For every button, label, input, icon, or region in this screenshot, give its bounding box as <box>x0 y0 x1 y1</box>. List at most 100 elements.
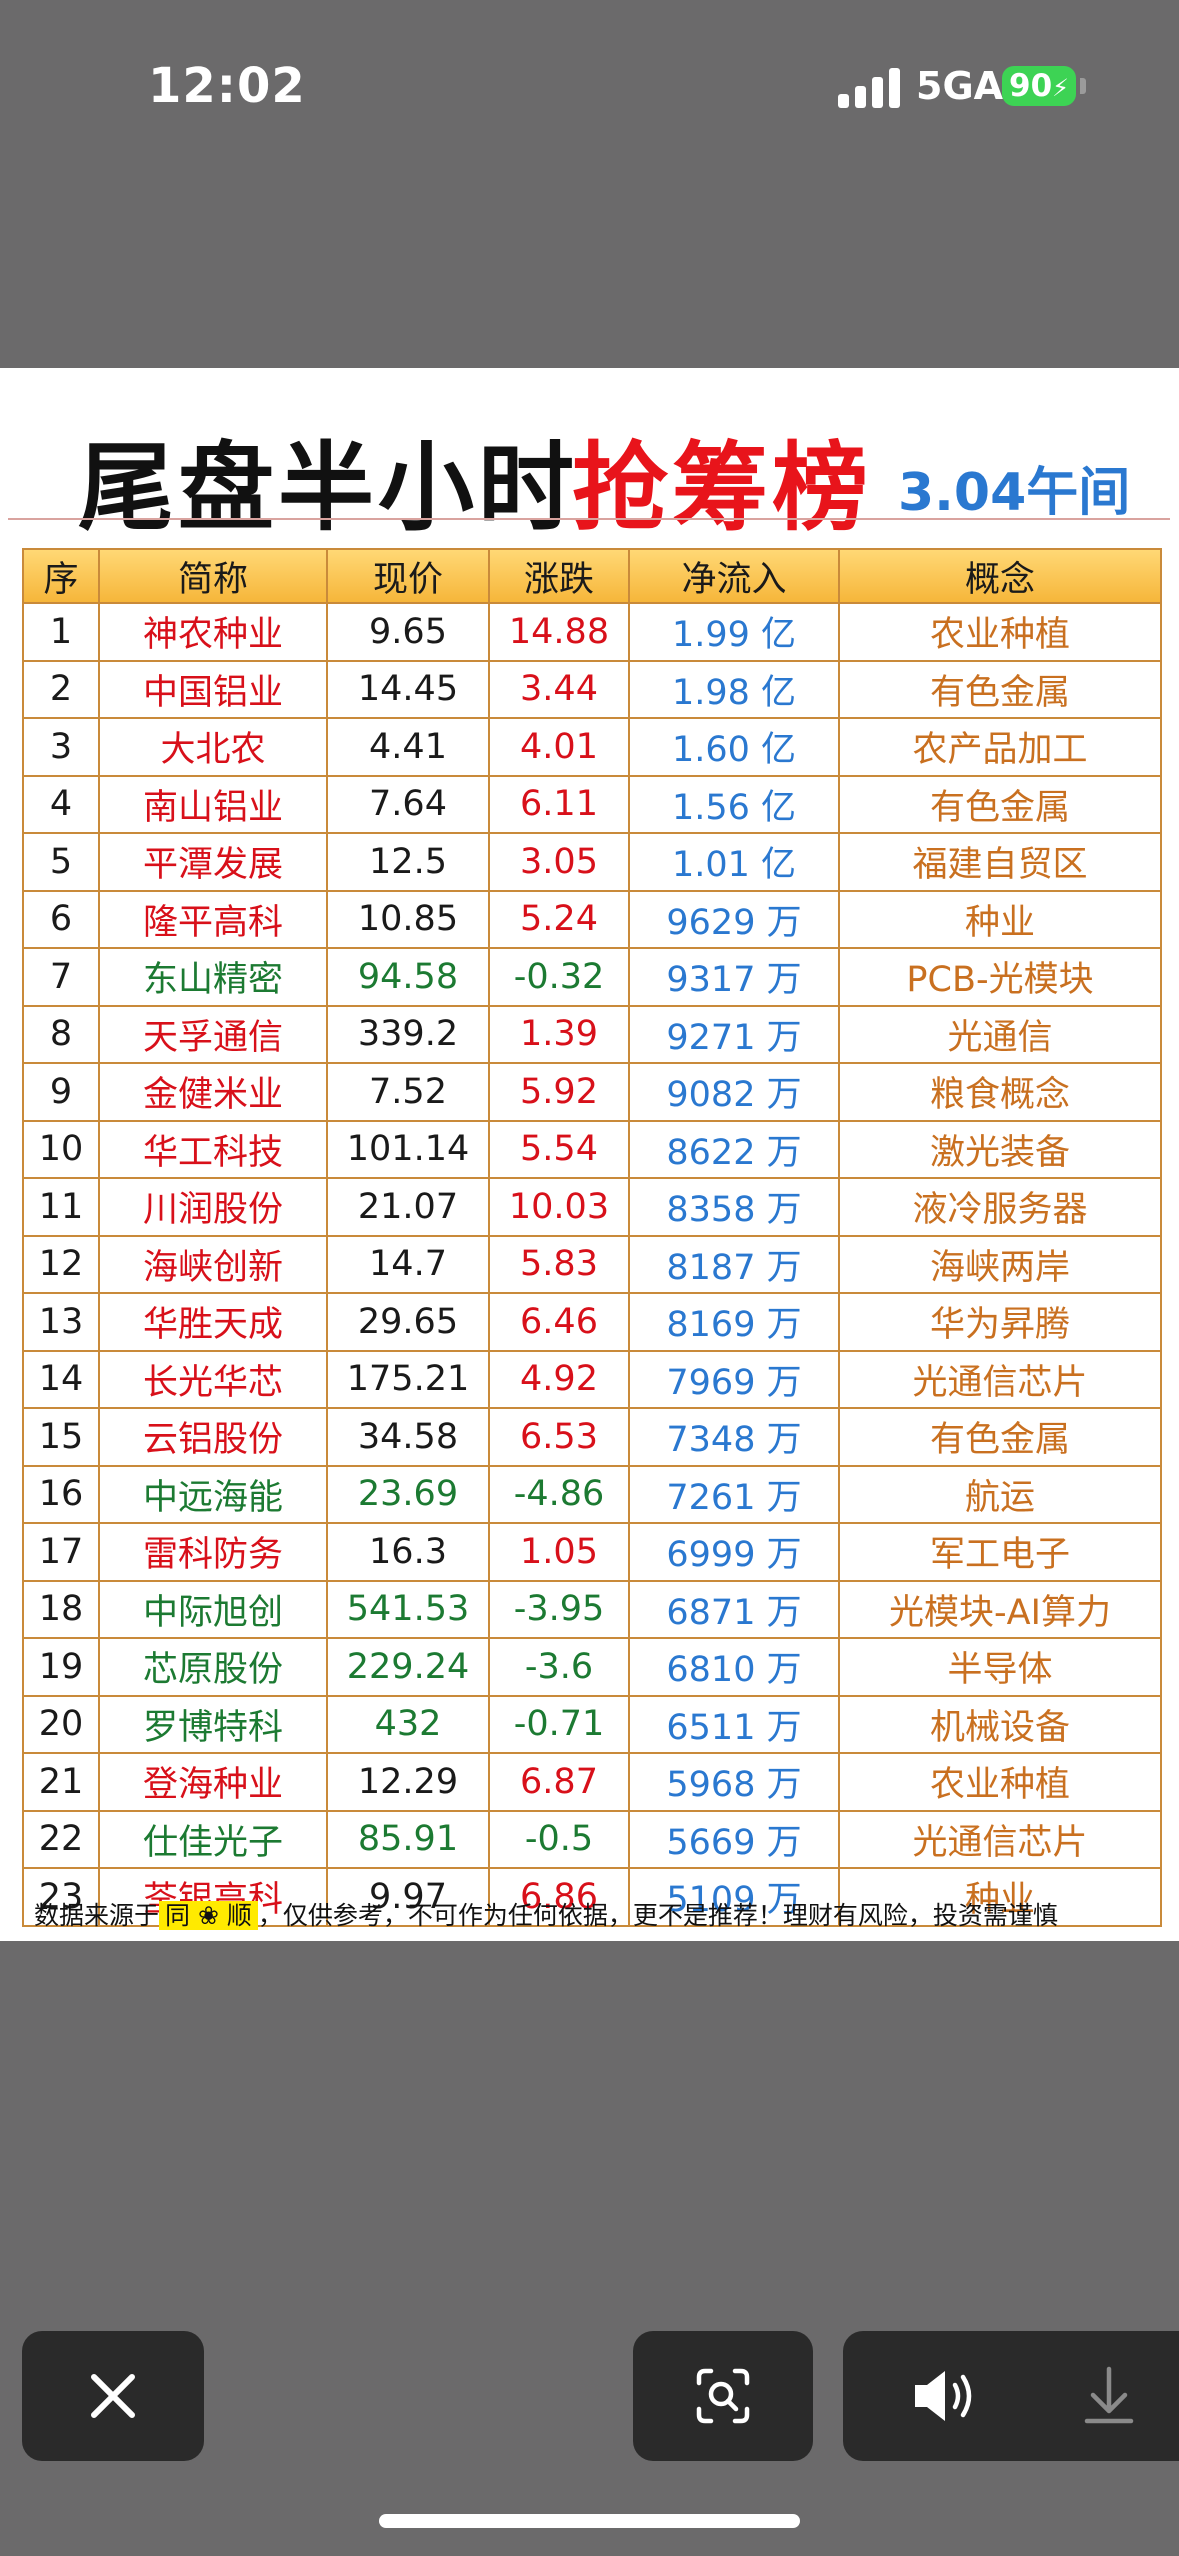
net-inflow: 8622 万 <box>628 1119 840 1179</box>
battery-icon: 90⚡ <box>1002 66 1076 106</box>
row-index: 6 <box>22 889 100 949</box>
row-index: 18 <box>22 1579 100 1639</box>
stock-name: 雷科防务 <box>98 1522 328 1582</box>
stock-change: 1.39 <box>488 1004 630 1064</box>
stock-concept: 液冷服务器 <box>838 1177 1162 1237</box>
stock-name: 中际旭创 <box>98 1579 328 1639</box>
stock-price: 12.5 <box>326 832 490 892</box>
net-inflow: 6999 万 <box>628 1522 840 1582</box>
stock-price: 9.97 <box>326 1867 490 1927</box>
stock-price: 7.64 <box>326 774 490 834</box>
net-inflow: 9629 万 <box>628 889 840 949</box>
row-index: 22 <box>22 1809 100 1869</box>
stock-price: 16.3 <box>326 1522 490 1582</box>
stock-change: 3.05 <box>488 832 630 892</box>
signal-icon <box>838 68 902 108</box>
title-date: 3.04午间 <box>898 463 1131 523</box>
row-index: 7 <box>22 947 100 1007</box>
row-index: 8 <box>22 1004 100 1064</box>
stock-name: 东山精密 <box>98 947 328 1007</box>
table-row: 15 云铝股份 34.58 6.53 7348 万有色金属 <box>22 1407 1162 1467</box>
stock-price: 10.85 <box>326 889 490 949</box>
row-index: 17 <box>22 1522 100 1582</box>
stock-concept: 光模块-AI算力 <box>838 1579 1162 1639</box>
table-row: 1 神农种业 9.65 14.88 1.99 亿农业种植 <box>22 602 1162 662</box>
row-index: 9 <box>22 1062 100 1122</box>
row-index: 14 <box>22 1349 100 1409</box>
stock-name: 南山铝业 <box>98 774 328 834</box>
stock-price: 14.7 <box>326 1234 490 1294</box>
visual-lookup-button[interactable] <box>633 2331 813 2461</box>
stock-change: -3.95 <box>488 1579 630 1639</box>
row-index: 15 <box>22 1407 100 1467</box>
shared-image[interactable]: 尾盘半小时 抢筹榜 3.04午间 序 简称 现价 涨跌 净流入 概念 1 神农种业… <box>0 368 1179 1941</box>
stock-price: 85.91 <box>326 1809 490 1869</box>
status-time: 12:02 <box>148 58 306 114</box>
stock-concept: 福建自贸区 <box>838 832 1162 892</box>
row-index: 11 <box>22 1177 100 1237</box>
network-type: 5GA <box>916 64 1004 108</box>
net-inflow: 6511 万 <box>628 1694 840 1754</box>
stock-price: 34.58 <box>326 1407 490 1467</box>
table-row: 7 东山精密 94.58 -0.32 9317 万 PCB-光模块 <box>22 947 1162 1007</box>
speaker-icon[interactable] <box>893 2331 1003 2461</box>
footnote-prefix: 数据来源于 <box>34 1901 160 1930</box>
stock-name: 平潭发展 <box>98 832 328 892</box>
stock-change: 14.88 <box>488 602 630 662</box>
stock-price: 21.07 <box>326 1177 490 1237</box>
stock-concept: PCB-光模块 <box>838 947 1162 1007</box>
stock-concept: 光通信 <box>838 1004 1162 1064</box>
stock-concept: 激光装备 <box>838 1119 1162 1179</box>
stock-name: 罗博特科 <box>98 1694 328 1754</box>
table-row: 18 中际旭创 541.53 -3.95 6871 万光模块-AI算力 <box>22 1579 1162 1639</box>
net-inflow: 1.99 亿 <box>628 602 840 662</box>
row-index: 3 <box>22 717 100 777</box>
stock-change: 5.83 <box>488 1234 630 1294</box>
table-row: 12 海峡创新 14.7 5.83 8187 万海峡两岸 <box>22 1234 1162 1294</box>
stock-change: -0.5 <box>488 1809 630 1869</box>
table-row: 5 平潭发展 12.5 3.05 1.01 亿福建自贸区 <box>22 832 1162 892</box>
table-row: 6 隆平高科 10.85 5.24 9629 万种业 <box>22 889 1162 949</box>
stock-name: 中远海能 <box>98 1464 328 1524</box>
net-inflow: 7348 万 <box>628 1407 840 1467</box>
close-button[interactable] <box>22 2331 204 2461</box>
stock-name: 仕佳光子 <box>98 1809 328 1869</box>
stock-concept: 军工电子 <box>838 1522 1162 1582</box>
stock-name: 天孚通信 <box>98 1004 328 1064</box>
stock-change: 10.03 <box>488 1177 630 1237</box>
col-header-change: 涨跌 <box>488 548 630 604</box>
stock-change: 3.44 <box>488 659 630 719</box>
stock-concept: 华为昇腾 <box>838 1292 1162 1352</box>
stock-concept: 有色金属 <box>838 659 1162 719</box>
table-row: 4 南山铝业 7.64 6.11 1.56 亿有色金属 <box>22 774 1162 834</box>
col-header-price: 现价 <box>326 548 490 604</box>
table-row: 14 长光华芯 175.21 4.92 7969 万光通信芯片 <box>22 1349 1162 1409</box>
download-icon[interactable] <box>1053 2331 1163 2461</box>
net-inflow: 9271 万 <box>628 1004 840 1064</box>
net-inflow: 8187 万 <box>628 1234 840 1294</box>
stock-name: 大北农 <box>98 717 328 777</box>
battery-tip <box>1080 78 1086 94</box>
row-index: 19 <box>22 1637 100 1697</box>
title-divider <box>8 518 1170 520</box>
table-row: 17 雷科防务 16.3 1.05 6999 万军工电子 <box>22 1522 1162 1582</box>
stock-price: 432 <box>326 1694 490 1754</box>
stock-name: 海峡创新 <box>98 1234 328 1294</box>
col-header-concept: 概念 <box>838 548 1162 604</box>
stock-change: 5.24 <box>488 889 630 949</box>
footnote-suffix: ，仅供参考，不可作为任何依据，更不是推荐！理财有风险，投资需谨慎 <box>257 1901 1058 1930</box>
stock-change: 4.92 <box>488 1349 630 1409</box>
stock-change: -0.71 <box>488 1694 630 1754</box>
stock-price: 175.21 <box>326 1349 490 1409</box>
stock-change: 5.54 <box>488 1119 630 1179</box>
home-indicator[interactable] <box>379 2514 800 2528</box>
row-index: 16 <box>22 1464 100 1524</box>
row-index: 21 <box>22 1752 100 1812</box>
table-row: 2 中国铝业 14.45 3.44 1.98 亿有色金属 <box>22 659 1162 719</box>
stock-name: 华胜天成 <box>98 1292 328 1352</box>
image-title: 尾盘半小时 抢筹榜 3.04午间 <box>0 410 1179 544</box>
status-bar: 12:02 5GA 90⚡ <box>0 0 1179 175</box>
stock-price: 9.65 <box>326 602 490 662</box>
stock-name: 华工科技 <box>98 1119 328 1179</box>
stock-name: 神农种业 <box>98 602 328 662</box>
